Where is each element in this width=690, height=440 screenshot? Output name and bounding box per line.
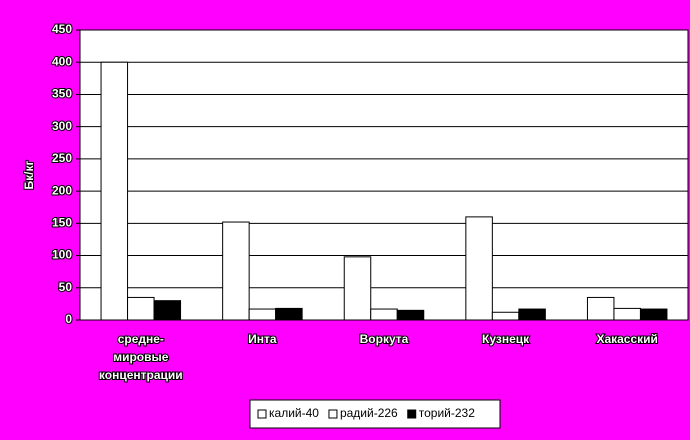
y-tick-label: 200 bbox=[52, 183, 72, 197]
bar bbox=[370, 308, 398, 321]
legend-swatch bbox=[328, 409, 338, 419]
bar bbox=[613, 307, 641, 321]
bar bbox=[586, 296, 615, 321]
bar bbox=[396, 309, 425, 321]
y-tick-label: 100 bbox=[52, 248, 72, 262]
legend-label: калий-40 bbox=[269, 406, 319, 420]
y-tick-label: 300 bbox=[52, 119, 72, 133]
plot-area bbox=[79, 29, 689, 321]
y-tick-label: 0 bbox=[65, 312, 72, 326]
bar bbox=[518, 308, 546, 321]
bar bbox=[222, 221, 250, 321]
bar bbox=[465, 216, 493, 321]
y-tick-label: 400 bbox=[52, 54, 72, 68]
y-tick-label: 450 bbox=[52, 22, 72, 36]
legend-swatch bbox=[257, 409, 267, 419]
legend-box bbox=[249, 399, 501, 429]
bar bbox=[153, 300, 182, 321]
y-tick-label: 250 bbox=[52, 151, 72, 165]
y-axis-label: Бк/кг bbox=[22, 161, 36, 190]
x-tick-label: средне-мировые концентрации bbox=[99, 332, 183, 382]
legend-label: радий-226 bbox=[340, 406, 398, 420]
bar bbox=[343, 256, 372, 321]
x-tick-label: Хакасский bbox=[596, 332, 657, 346]
bar bbox=[248, 308, 277, 321]
y-tick-label: 50 bbox=[59, 280, 73, 294]
y-tick-label: 150 bbox=[52, 216, 72, 230]
x-tick-label: Инта bbox=[248, 332, 277, 346]
bar bbox=[639, 308, 668, 321]
bar bbox=[100, 61, 129, 321]
legend-label: торий-232 bbox=[419, 406, 475, 420]
y-tick-label: 350 bbox=[52, 87, 72, 101]
bar bbox=[275, 307, 303, 321]
x-tick-label: Кузнецк bbox=[482, 332, 530, 346]
bar bbox=[491, 311, 520, 321]
x-tick-label: Воркута bbox=[360, 332, 409, 346]
bar bbox=[127, 296, 155, 321]
legend-swatch bbox=[407, 409, 417, 419]
